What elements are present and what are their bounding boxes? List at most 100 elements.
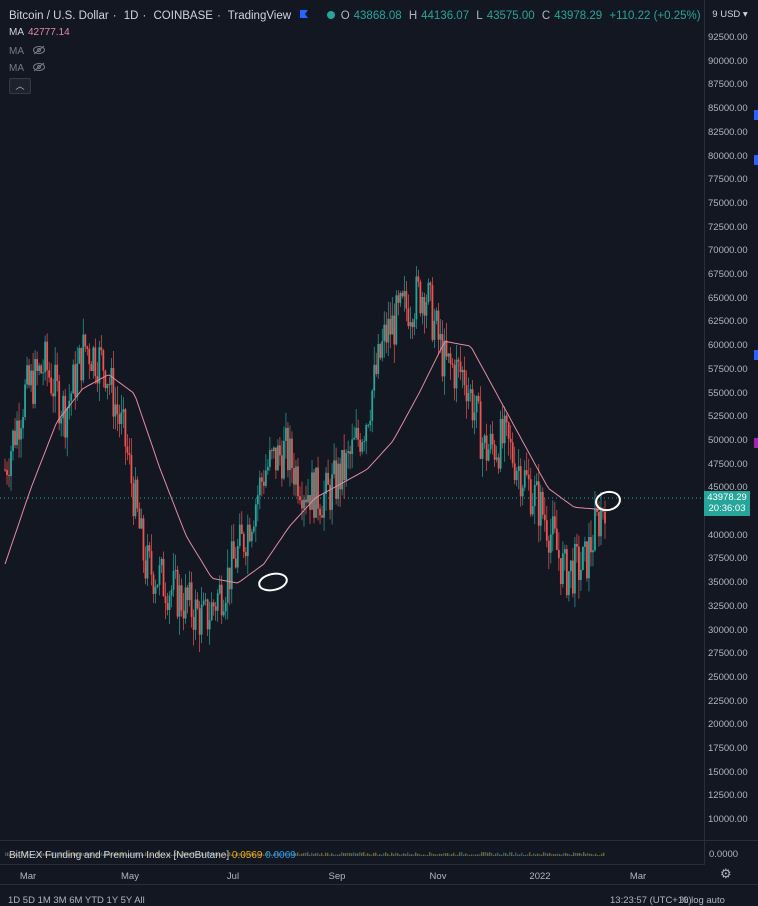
platform-label: TradingView <box>227 10 292 22</box>
funding-bar <box>235 854 237 856</box>
funding-bar <box>379 854 381 856</box>
funding-bar <box>523 854 525 856</box>
candle-body <box>401 292 404 297</box>
candle-body <box>148 545 151 552</box>
funding-bar <box>227 854 229 856</box>
symbol-name[interactable]: Bitcoin / U.S. Dollar <box>9 10 109 22</box>
candle-body <box>421 297 424 314</box>
candle-body <box>549 534 552 553</box>
funding-bar <box>505 853 507 856</box>
candle-body <box>604 511 606 524</box>
candle-body <box>465 385 468 402</box>
alert-marker[interactable] <box>754 438 758 448</box>
candle-body <box>98 347 101 384</box>
price-tick: 10000.00 <box>708 814 748 826</box>
candle-body <box>385 324 388 343</box>
ma-value: 42777.14 <box>28 27 70 38</box>
funding-bar <box>141 854 143 856</box>
funding-indicator-pane[interactable]: BitMEX Funding and Premium Index [NeoBut… <box>0 840 704 865</box>
candle-body <box>40 365 43 374</box>
candle-body <box>557 549 560 559</box>
funding-bar <box>515 852 517 856</box>
alert-marker[interactable] <box>754 110 758 120</box>
candle-body <box>248 524 251 542</box>
bar-countdown: 20:36:03 <box>708 503 746 514</box>
hidden-eye-icon[interactable] <box>32 45 46 55</box>
candle-body <box>50 377 53 394</box>
annotation-circle <box>258 572 288 592</box>
scale-options[interactable]: % log auto <box>680 895 725 906</box>
candle-body <box>457 359 460 362</box>
funding-bar <box>351 853 353 856</box>
candle-body <box>592 550 594 553</box>
funding-bar <box>79 854 81 856</box>
candle-body <box>349 451 352 454</box>
candle-body <box>168 595 171 611</box>
funding-bar <box>395 852 397 856</box>
last-price-value: 43978.29 <box>707 492 747 503</box>
hidden-eye-icon[interactable] <box>32 62 46 72</box>
candle-body <box>423 297 426 316</box>
funding-bar <box>131 852 133 856</box>
funding-bar <box>397 853 399 856</box>
price-tick: 80000.00 <box>708 150 748 162</box>
funding-bar <box>461 852 463 856</box>
funding-bar <box>599 854 601 856</box>
candle-body <box>12 430 14 452</box>
funding-bar <box>107 852 109 856</box>
funding-bar <box>405 854 407 856</box>
funding-bar <box>19 854 21 856</box>
ma-legend-3[interactable]: MA <box>9 62 46 74</box>
funding-bar <box>123 854 125 856</box>
candle-body <box>20 428 22 440</box>
funding-bar <box>183 852 185 856</box>
candle-body <box>347 451 350 454</box>
alert-marker[interactable] <box>754 350 758 360</box>
funding-bar <box>497 852 499 856</box>
price-tick: 12500.00 <box>708 790 748 802</box>
high-value: 44136.07 <box>421 10 470 22</box>
funding-bar <box>401 854 403 856</box>
flag-icon[interactable] <box>298 9 310 21</box>
currency-selector[interactable]: 9 USD ▾ <box>712 9 748 20</box>
candle-body <box>427 282 430 303</box>
candle-body <box>94 347 97 377</box>
price-axis[interactable]: 92500.00 90000.00 87500.00 85000.00 82500.00… <box>704 0 758 840</box>
funding-bar <box>167 854 169 856</box>
ma-legend-1[interactable]: MA 42777.14 <box>9 27 70 38</box>
funding-bar <box>373 852 375 856</box>
candle-body <box>8 475 10 477</box>
ma-legend-2[interactable]: MA <box>9 45 46 57</box>
candle-body <box>76 363 79 397</box>
collapse-legend-button[interactable]: ︿ <box>9 78 31 94</box>
price-chart[interactable] <box>0 0 704 840</box>
candle-body <box>214 606 217 611</box>
candle-body <box>254 504 257 527</box>
candle-body <box>455 359 458 389</box>
time-axis[interactable]: Mar May Jul Sep Nov 2022 Mar <box>0 864 704 885</box>
candle-body <box>537 481 540 526</box>
alert-marker[interactable] <box>754 155 758 165</box>
funding-bar <box>7 852 9 856</box>
candle-body <box>503 415 506 444</box>
settings-gear-icon[interactable]: ⚙ <box>720 866 732 881</box>
funding-bar <box>417 853 419 856</box>
candle-body <box>329 484 331 510</box>
candle-body <box>307 495 309 503</box>
funding-bar <box>501 854 503 856</box>
funding-bar <box>269 853 271 856</box>
funding-bar <box>535 854 537 856</box>
interval-label[interactable]: 1D <box>123 10 139 22</box>
funding-bar <box>543 852 545 856</box>
funding-bar <box>347 852 349 856</box>
funding-bar <box>277 852 279 856</box>
candle-body <box>379 344 382 358</box>
candle-body <box>136 479 139 509</box>
funding-bar <box>541 854 543 856</box>
candle-body <box>411 322 414 328</box>
funding-bar <box>597 854 599 856</box>
time-tick: May <box>121 871 139 882</box>
price-tick: 60000.00 <box>708 340 748 352</box>
candle-body <box>256 495 259 505</box>
range-buttons[interactable]: 1D 5D 1M 3M 6M YTD 1Y 5Y All <box>8 895 145 906</box>
